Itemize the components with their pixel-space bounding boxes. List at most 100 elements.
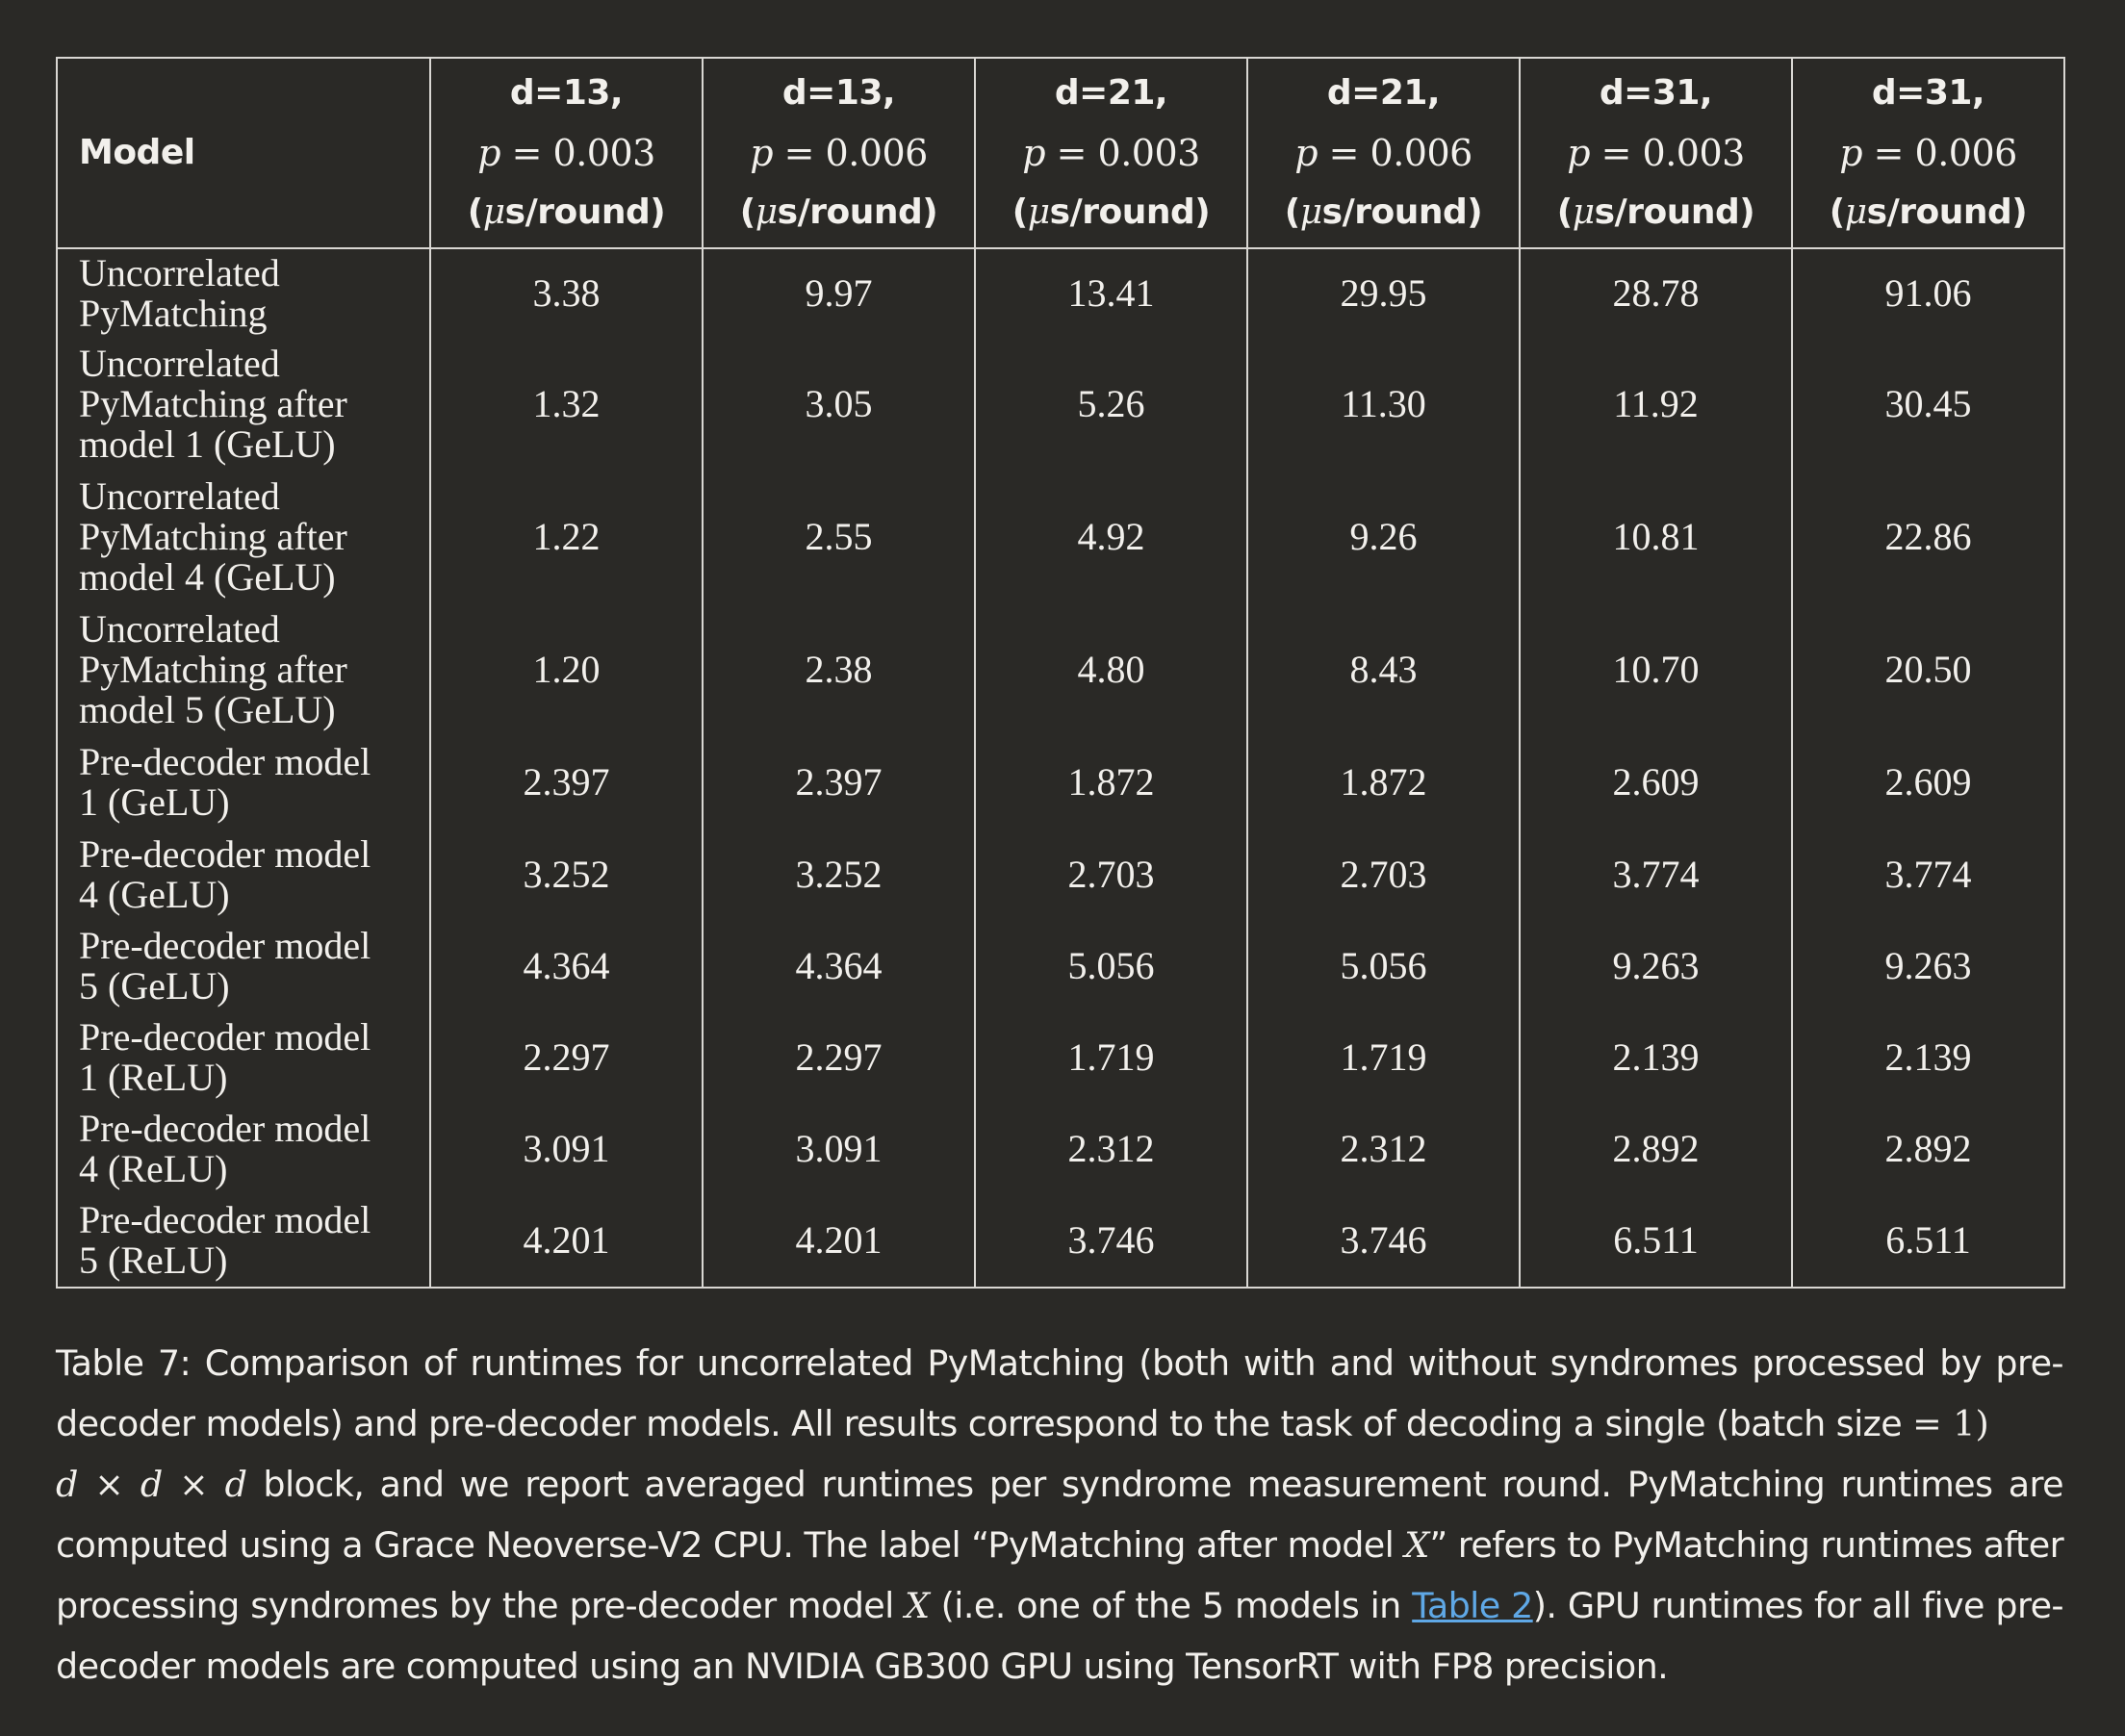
runtime-cell: 9.26 (1246, 471, 1521, 603)
model-name-line: model 5 (GeLU) (79, 688, 336, 731)
runtime-cell: 30.45 (1791, 338, 2065, 471)
runtime-cell: 1.32 (429, 338, 704, 471)
table-row: Uncorrelated PyMatching 3.38 9.97 13.41 29.95… (56, 248, 2065, 338)
runtime-cell: 10.70 (1519, 603, 1793, 736)
column-distance: d=21, (1054, 73, 1168, 113)
model-name-line: 1 (GeLU) (79, 780, 230, 824)
column-unit: (μs/round) (1011, 192, 1211, 232)
column-header: d=13, p = 0.006 (μs/round) (702, 57, 976, 249)
table-row: Uncorrelated PyMatching after model 5 (GeL… (56, 603, 2065, 736)
model-name-line: Pre-decoder model (79, 1106, 371, 1150)
model-name-line: Pre-decoder model (79, 831, 371, 876)
caption-math-block: d × d × d (56, 1464, 248, 1505)
runtime-cell: 2.609 (1791, 736, 2065, 829)
runtime-table: Model d=13, p = 0.003 (μs/round) d=13, p = 0… (56, 57, 2065, 1289)
column-error-rate: p = 0.006 (1294, 132, 1472, 174)
column-header: d=31, p = 0.003 (μs/round) (1519, 57, 1793, 249)
table-body: Uncorrelated PyMatching 3.38 9.97 13.41 29.95… (56, 248, 2065, 1288)
column-distance: d=13, (781, 73, 896, 113)
runtime-cell: 11.30 (1246, 338, 1521, 471)
column-error-rate: p = 0.003 (1022, 132, 1200, 174)
runtime-cell: 3.091 (429, 1103, 704, 1194)
column-unit: (μs/round) (1284, 192, 1483, 232)
runtime-cell: 4.364 (702, 920, 976, 1011)
runtime-cell: 3.774 (1791, 829, 2065, 920)
runtime-cell: 3.091 (702, 1103, 976, 1194)
table-caption: Table 7: Comparison of runtimes for unco… (56, 1333, 2064, 1697)
model-name-cell: Pre-decoder model 4 (ReLU) (56, 1103, 431, 1194)
column-header: d=31, p = 0.006 (μs/round) (1791, 57, 2065, 249)
model-name-line: Uncorrelated (79, 251, 280, 294)
runtime-cell: 2.397 (429, 736, 704, 829)
table-row: Pre-decoder model 4 (GeLU) 3.252 3.252 2.703… (56, 829, 2065, 920)
column-distance: d=13, (509, 73, 624, 113)
runtime-cell: 3.05 (702, 338, 976, 471)
runtime-cell: 11.92 (1519, 338, 1793, 471)
runtime-cell: 2.139 (1791, 1011, 2065, 1103)
runtime-cell: 4.201 (702, 1194, 976, 1288)
runtime-cell: 2.297 (702, 1011, 976, 1103)
runtime-cell: 13.41 (974, 248, 1248, 338)
table-2-link[interactable]: Table 2 (1412, 1585, 1533, 1626)
runtime-cell: 5.26 (974, 338, 1248, 471)
runtime-cell: 22.86 (1791, 471, 2065, 603)
model-name-line: Pre-decoder model (79, 1198, 371, 1241)
runtime-cell: 3.252 (702, 829, 976, 920)
runtime-cell: 2.139 (1519, 1011, 1793, 1103)
runtime-cell: 5.056 (974, 920, 1248, 1011)
model-name-line: Pre-decoder model (79, 923, 371, 967)
runtime-cell: 1.719 (1246, 1011, 1521, 1103)
runtime-cell: 9.263 (1791, 920, 2065, 1011)
model-name-line: model 1 (GeLU) (79, 422, 336, 466)
column-error-rate: p = 0.003 (1567, 132, 1745, 174)
table-row: Uncorrelated PyMatching after model 4 (GeL… (56, 471, 2065, 603)
column-header: d=21, p = 0.006 (μs/round) (1246, 57, 1521, 249)
model-name-cell: Uncorrelated PyMatching after model 1 (GeL… (56, 338, 431, 471)
model-name-line: PyMatching after (79, 515, 347, 558)
model-name-line: PyMatching after (79, 382, 347, 425)
model-name-line: Pre-decoder model (79, 740, 371, 783)
runtime-cell: 3.252 (429, 829, 704, 920)
table-row: Pre-decoder model 4 (ReLU) 3.091 3.091 2.312… (56, 1103, 2065, 1194)
table-row: Uncorrelated PyMatching after model 1 (GeL… (56, 338, 2065, 471)
caption-text: Table 7: Comparison of runtimes for unco… (56, 1342, 2064, 1444)
runtime-cell: 4.80 (974, 603, 1248, 736)
table-row: Pre-decoder model 1 (ReLU) 2.297 2.297 1.719… (56, 1011, 2065, 1103)
caption-math-x: X (1404, 1524, 1430, 1566)
model-name-line: Uncorrelated (79, 607, 280, 651)
runtime-cell: 4.201 (429, 1194, 704, 1288)
runtime-cell: 29.95 (1246, 248, 1521, 338)
caption-text: ” refers to PyMatching runtimes after pr… (56, 1524, 2064, 1626)
runtime-cell: 5.056 (1246, 920, 1521, 1011)
caption-text: block, and we report averaged runtimes p… (56, 1464, 2064, 1566)
runtime-cell: 2.609 (1519, 736, 1793, 829)
runtime-cell: 9.97 (702, 248, 976, 338)
caption-text: ). GPU runtimes for all five pre-decoder… (56, 1585, 2064, 1687)
column-header: d=21, p = 0.003 (μs/round) (974, 57, 1248, 249)
column-distance: d=21, (1326, 73, 1441, 113)
runtime-cell: 2.703 (1246, 829, 1521, 920)
model-name-cell: Uncorrelated PyMatching (56, 248, 431, 338)
column-unit: (μs/round) (1556, 192, 1755, 232)
model-name-cell: Pre-decoder model 5 (ReLU) (56, 1194, 431, 1288)
column-unit: (μs/round) (1829, 192, 2028, 232)
caption-text: (i.e. one of the 5 models in (930, 1585, 1413, 1626)
model-name-line: 5 (GeLU) (79, 963, 230, 1008)
model-name-line: PyMatching (79, 292, 268, 335)
model-name-cell: Uncorrelated PyMatching after model 5 (GeL… (56, 603, 431, 736)
caption-math: = 1) (1912, 1403, 1989, 1444)
column-error-rate: p = 0.003 (477, 132, 655, 174)
runtime-cell: 2.312 (974, 1103, 1248, 1194)
runtime-cell: 4.92 (974, 471, 1248, 603)
runtime-cell: 2.297 (429, 1011, 704, 1103)
runtime-cell: 3.746 (1246, 1194, 1521, 1288)
model-name-line: 4 (GeLU) (79, 872, 230, 916)
model-name-line: model 4 (GeLU) (79, 555, 336, 599)
caption-math-x: X (905, 1585, 931, 1626)
model-name-line: Pre-decoder model (79, 1014, 371, 1059)
column-unit: (μs/round) (739, 192, 938, 232)
table-row: Pre-decoder model 1 (GeLU) 2.397 2.397 1.872… (56, 736, 2065, 829)
model-name-line: Uncorrelated (79, 474, 280, 518)
model-name-cell: Pre-decoder model 4 (GeLU) (56, 829, 431, 920)
model-name-line: 4 (ReLU) (79, 1146, 228, 1190)
